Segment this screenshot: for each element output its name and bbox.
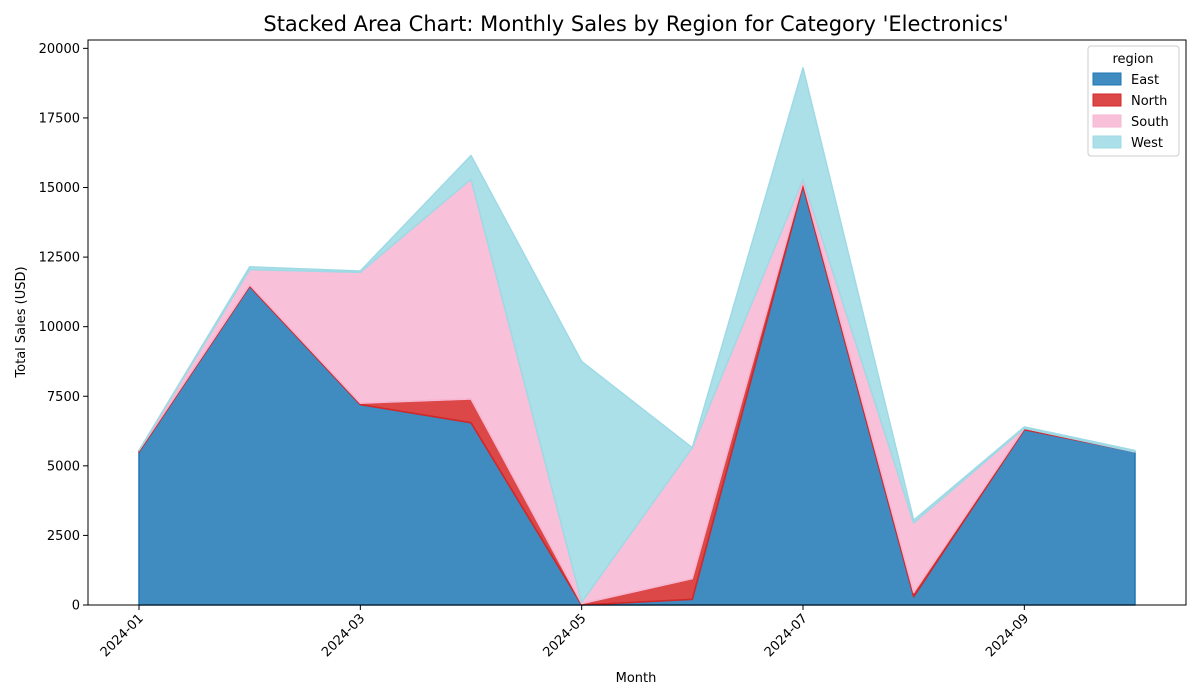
legend-label-west: West <box>1131 136 1163 151</box>
x-tick-label: 2024-05 <box>540 611 589 660</box>
legend-swatch-west <box>1092 135 1122 149</box>
legend-swatch-south <box>1092 114 1122 128</box>
legend: region East North South West <box>1087 45 1180 157</box>
legend-label-south: South <box>1131 115 1169 130</box>
y-tick-label: 12500 <box>39 251 80 266</box>
x-tick-label: 2024-09 <box>983 611 1032 660</box>
plot-frame <box>87 39 1187 606</box>
legend-swatch-north <box>1092 93 1122 107</box>
y-tick-label: 7500 <box>47 390 80 405</box>
x-tick-label: 2024-07 <box>762 611 811 660</box>
y-tick-label: 15000 <box>39 181 80 196</box>
x-tick-label: 2024-03 <box>319 611 368 660</box>
x-tick-label: 2024-01 <box>98 611 147 660</box>
y-axis: 0 2500 5000 7500 10000 12500 15000 17500 20000 <box>39 42 88 614</box>
legend-title: region <box>1112 52 1153 67</box>
legend-label-north: North <box>1131 94 1167 109</box>
chart-title: Stacked Area Chart: Monthly Sales by Reg… <box>263 12 1008 36</box>
y-tick-label: 17500 <box>39 111 80 126</box>
x-axis: 2024-01 2024-03 2024-05 2024-07 2024-09 <box>98 605 1032 660</box>
area-west <box>138 67 1136 603</box>
x-axis-label: Month <box>616 671 657 686</box>
y-axis-label: Total Sales (USD) <box>14 266 29 378</box>
legend-swatch-east <box>1092 72 1122 86</box>
y-tick-label: 5000 <box>47 459 80 474</box>
area-layers <box>138 67 1136 606</box>
y-tick-label: 2500 <box>47 529 80 544</box>
y-tick-label: 10000 <box>39 320 80 335</box>
y-tick-label: 20000 <box>39 42 80 57</box>
y-tick-label: 0 <box>72 599 80 614</box>
legend-label-east: East <box>1131 73 1159 88</box>
